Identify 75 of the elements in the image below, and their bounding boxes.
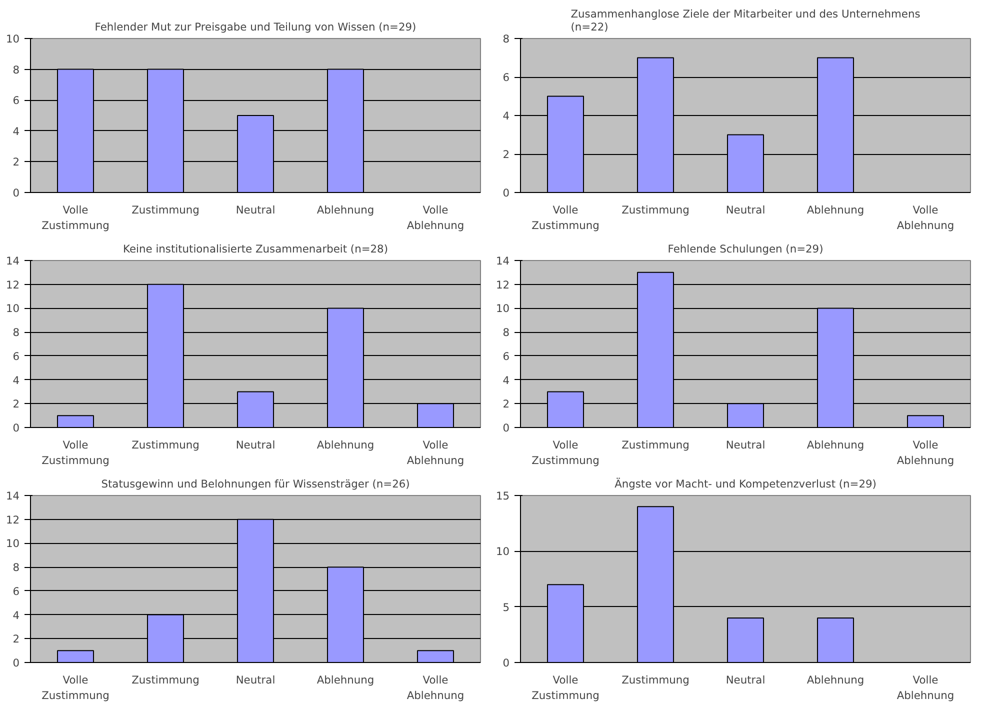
x-tick-label: Neutral: [236, 674, 276, 686]
y-tick-label: 6: [12, 584, 20, 598]
y-tick-label: 0: [502, 422, 510, 434]
y-tick-label: 2: [12, 398, 20, 411]
x-tick-label: Volle Ablehnung: [896, 674, 954, 702]
y-tick-label: 0: [12, 186, 20, 200]
y-tick-label: 4: [12, 374, 20, 387]
chart-title: Ängste vor Macht- und Kompetenzverlust (n=29): [614, 478, 876, 490]
y-tick-label: 10: [496, 545, 510, 558]
y-tick-label: 6: [12, 94, 20, 108]
y-tick-label: 5: [502, 600, 510, 614]
x-tick-label: Zustimmung: [622, 204, 690, 216]
x-tick-label: Volle Zustimmung: [532, 674, 600, 702]
y-tick-label: 10: [6, 32, 20, 46]
y-tick-label: 0: [502, 656, 510, 670]
x-tick-label: Neutral: [236, 204, 276, 216]
y-tick-label: 8: [12, 326, 20, 340]
x-tick-label: Volle Ablehnung: [896, 438, 954, 468]
x-tick-label: Volle Zustimmung: [42, 674, 110, 702]
x-tick-label: Volle Ablehnung: [406, 674, 464, 702]
x-tick-label: Volle Ablehnung: [406, 204, 464, 232]
chart-title: Keine institutionalisierte Zusammenarbeit (n=28): [123, 242, 388, 256]
x-tick-label: Zustimmung: [622, 674, 690, 686]
x-tick-label: Neutral: [726, 438, 766, 452]
x-tick-label: Ablehnung: [806, 204, 864, 216]
y-tick-label: 2: [12, 632, 20, 646]
y-tick-label: 0: [502, 186, 510, 200]
y-tick-label: 4: [12, 608, 20, 622]
y-tick-label: 10: [496, 302, 510, 316]
y-tick-label: 14: [6, 490, 20, 502]
y-tick-label: 10: [6, 302, 20, 316]
y-tick-label: 12: [6, 278, 20, 292]
y-tick-label: 2: [12, 156, 20, 169]
y-tick-label: 4: [12, 124, 20, 138]
x-tick-label: Ablehnung: [316, 438, 374, 452]
y-tick-label: 12: [496, 278, 510, 292]
y-tick-label: 6: [502, 350, 510, 363]
y-tick-label: 15: [496, 490, 510, 502]
y-tick-label: 2: [502, 398, 510, 411]
y-tick-label: 0: [12, 422, 20, 434]
x-tick-label: Zustimmung: [622, 438, 690, 452]
y-tick-label: 2: [502, 148, 510, 161]
chart-title: Fehlender Mut zur Preisgabe und Teilung von Wissen (n=29): [94, 20, 416, 34]
y-tick-label: 12: [6, 513, 20, 526]
y-tick-label: 4: [502, 374, 510, 387]
x-tick-label: Zustimmung: [132, 204, 200, 216]
y-tick-label: 14: [496, 254, 510, 268]
x-tick-label: Ablehnung: [316, 204, 374, 216]
chart-title: Statusgewinn und Belohnungen für Wissensträger (n=26): [101, 478, 410, 490]
y-tick-label: 6: [502, 71, 510, 84]
x-tick-label: Volle Zustimmung: [42, 204, 110, 232]
y-tick-label: 10: [6, 537, 20, 550]
x-tick-label: Volle Ablehnung: [406, 438, 464, 468]
y-tick-label: 6: [12, 350, 20, 363]
x-tick-label: Neutral: [726, 204, 766, 216]
y-tick-label: 8: [12, 561, 20, 574]
y-tick-label: 8: [12, 63, 20, 76]
x-tick-label: Ablehnung: [806, 438, 864, 452]
x-tick-label: Volle Zustimmung: [532, 204, 600, 232]
x-tick-label: Zustimmung: [132, 438, 200, 452]
y-tick-label: 14: [6, 254, 20, 268]
x-tick-label: Ablehnung: [316, 674, 374, 686]
y-tick-label: 4: [502, 110, 510, 122]
y-tick-label: 0: [12, 656, 20, 670]
x-tick-label: Volle Ablehnung: [896, 204, 954, 232]
chart-title: Fehlende Schulungen (n=29): [668, 242, 824, 256]
x-tick-label: Volle Zustimmung: [42, 438, 110, 468]
x-tick-label: Volle Zustimmung: [532, 438, 600, 468]
x-tick-label: Ablehnung: [806, 674, 864, 686]
x-tick-label: Zustimmung: [132, 674, 200, 686]
y-tick-label: 8: [502, 326, 510, 340]
y-tick-label: 8: [502, 32, 510, 46]
x-tick-label: Neutral: [236, 438, 276, 452]
x-tick-label: Neutral: [726, 674, 766, 686]
chart-title: Zusammenhanglose Ziele der Mitarbeiter und des Unternehmens (n=22): [570, 8, 921, 34]
